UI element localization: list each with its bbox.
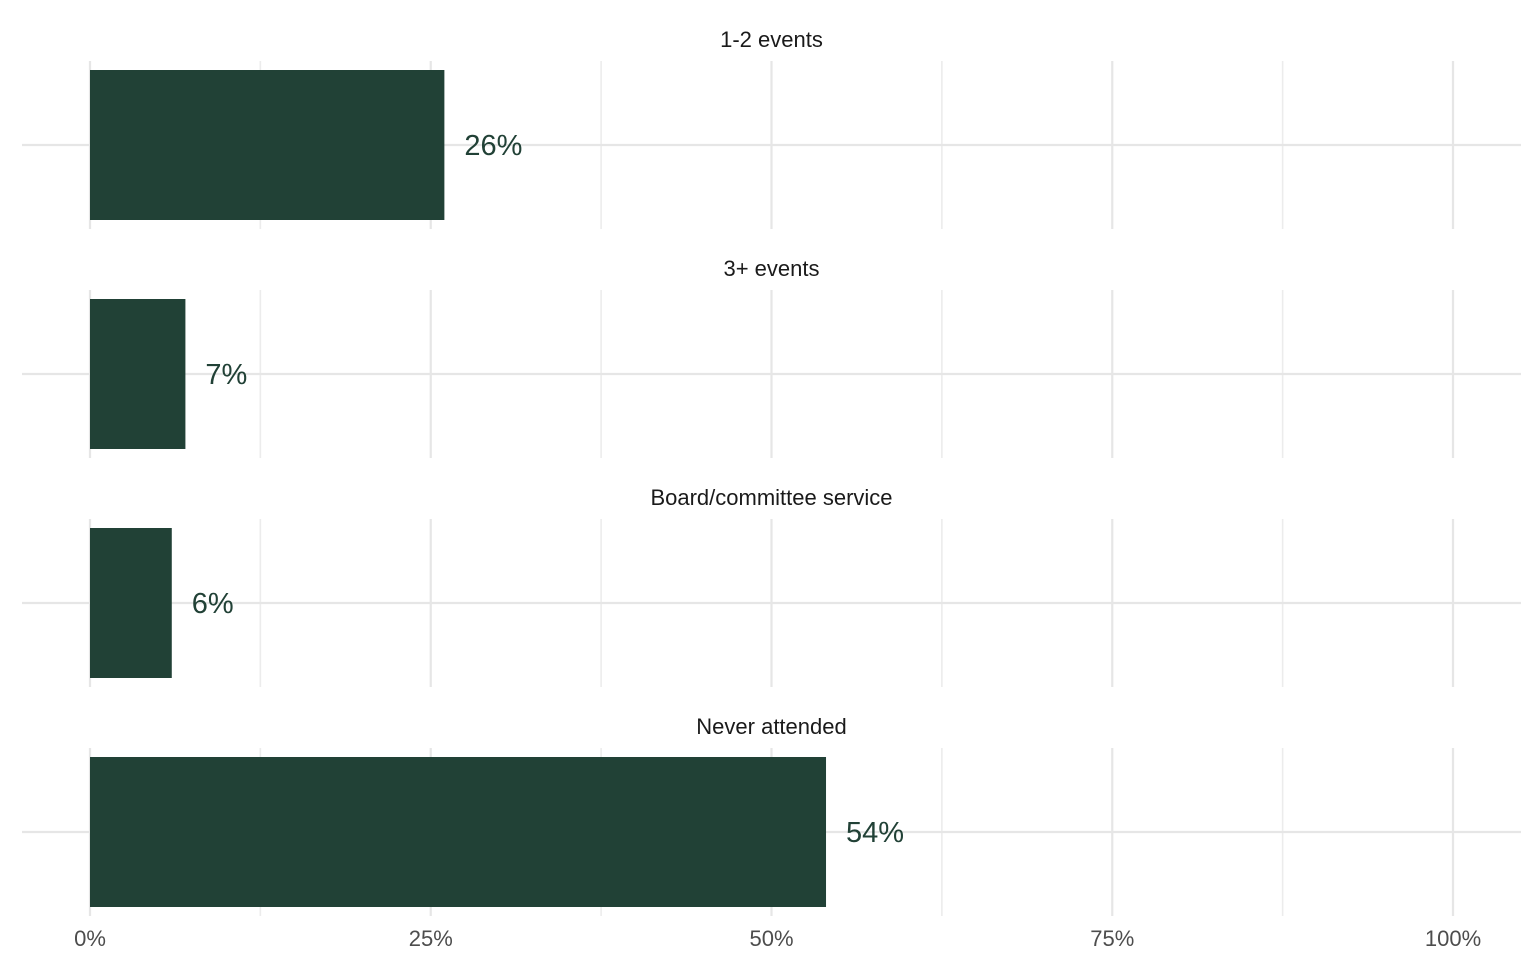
bar-value-label: 54% bbox=[846, 817, 904, 849]
bar bbox=[90, 528, 172, 678]
panel: Never attended 54% bbox=[22, 714, 1521, 916]
panel-title: 1-2 events bbox=[720, 27, 823, 52]
panel-title: Board/committee service bbox=[650, 485, 892, 510]
panel: 3+ events 7% bbox=[22, 256, 1521, 458]
x-axis: 0% 25% 50% 75% 100% bbox=[74, 926, 1481, 951]
x-tick-label: 25% bbox=[409, 926, 453, 951]
x-tick-label: 50% bbox=[749, 926, 793, 951]
bar-value-label: 26% bbox=[464, 130, 522, 162]
chart-panels: 1-2 events 26% 3+ events 7% Board/committee … bbox=[22, 27, 1521, 916]
bar-value-label: 7% bbox=[205, 359, 247, 391]
x-tick-label: 75% bbox=[1090, 926, 1134, 951]
bar-value-label: 6% bbox=[192, 588, 234, 620]
panel-title: 3+ events bbox=[723, 256, 819, 281]
bar bbox=[90, 299, 186, 449]
panel: 1-2 events 26% bbox=[22, 27, 1521, 229]
x-tick-label: 0% bbox=[74, 926, 106, 951]
x-tick-label: 100% bbox=[1425, 926, 1481, 951]
bar bbox=[90, 70, 445, 220]
panel-title: Never attended bbox=[696, 714, 846, 739]
bar bbox=[90, 757, 827, 907]
panel: Board/committee service 6% bbox=[22, 485, 1521, 687]
